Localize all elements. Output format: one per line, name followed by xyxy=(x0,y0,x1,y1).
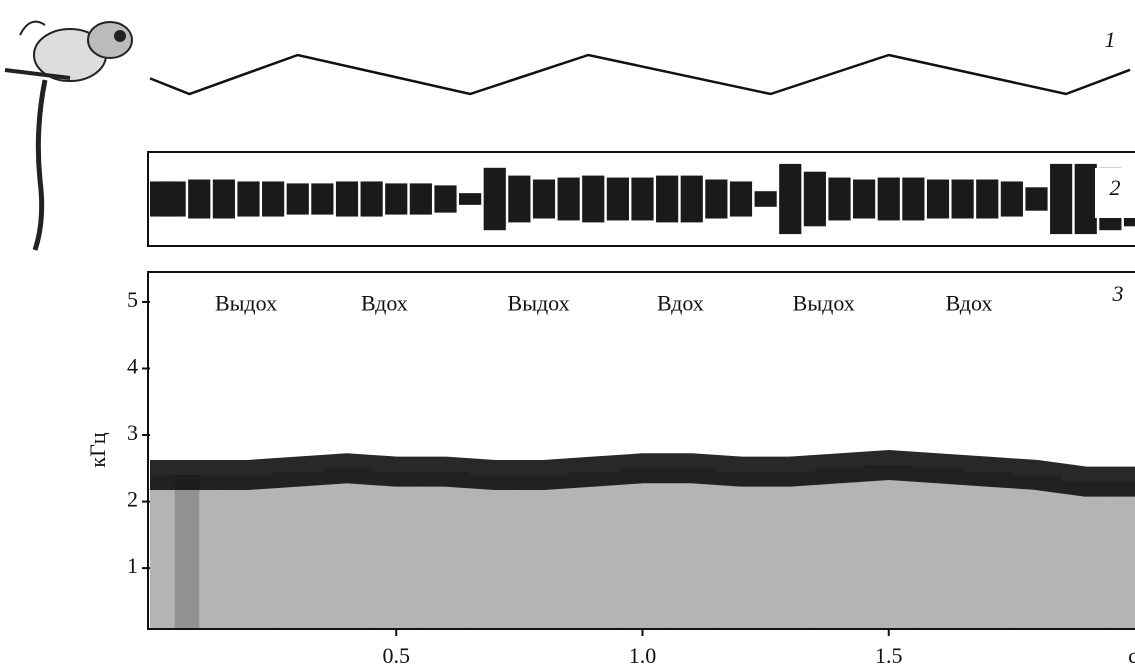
amplitude-bar xyxy=(779,163,802,235)
noise-area xyxy=(716,471,766,628)
amplitude-bar xyxy=(1000,181,1023,217)
annotation: Вдох xyxy=(361,290,408,315)
noise-area xyxy=(1110,481,1135,628)
amplitude-bar xyxy=(459,193,482,205)
y-tick-label: 1 xyxy=(127,553,138,578)
amplitude-bar xyxy=(335,181,359,217)
marks: 1 2 3 4 5 0.5 1.0 1.5 Выдох Вдох Выдох Вдох Выдох Вдо… xyxy=(127,53,1135,668)
noise-area xyxy=(765,471,815,628)
noise-area xyxy=(519,474,569,628)
amplitude-bar xyxy=(212,179,235,219)
label-box xyxy=(1095,168,1135,218)
x-tick-label: 1.0 xyxy=(629,643,657,668)
annotation-bg xyxy=(198,291,295,320)
y-tick-label: 4 xyxy=(127,354,138,379)
y-tick-label: 5 xyxy=(127,287,138,312)
annotation-bg xyxy=(775,291,872,320)
amplitude-bar xyxy=(606,177,629,221)
annotation: Вдох xyxy=(946,290,993,315)
amplitude-bar xyxy=(828,177,851,221)
breathing-trace xyxy=(149,53,1131,96)
noise-area xyxy=(223,474,274,628)
amplitude-bar xyxy=(1050,163,1073,235)
waveform-frame xyxy=(147,151,1135,247)
animal-illustration xyxy=(4,20,133,251)
amplitude-bar xyxy=(1025,187,1048,211)
noise-area xyxy=(667,468,717,628)
noise-area xyxy=(913,468,963,628)
noise-area xyxy=(568,471,618,628)
x-axis-label: с xyxy=(1128,643,1135,668)
noise-area xyxy=(864,464,914,628)
amplitude-bar xyxy=(803,171,826,227)
y-tick-label: 2 xyxy=(127,487,138,512)
amplitude-bar xyxy=(877,177,900,221)
amplitude-bar xyxy=(631,177,654,221)
amplitude-bar xyxy=(286,183,309,215)
annotation-bg xyxy=(632,291,729,320)
annotation: Выдох xyxy=(508,290,570,315)
annotation-bg xyxy=(921,291,1018,320)
noise-area xyxy=(420,471,471,628)
noise-area xyxy=(962,471,1012,628)
amplitude-bar xyxy=(951,179,974,219)
amplitude-bar xyxy=(902,177,925,221)
noise-area xyxy=(371,471,421,628)
noise-area xyxy=(174,474,224,628)
amplitude-bar xyxy=(409,183,432,215)
amplitude-bar xyxy=(582,175,605,223)
amplitude-bar xyxy=(262,181,285,217)
x-tick-label: 1.5 xyxy=(875,643,903,668)
annotation: Вдох xyxy=(657,290,704,315)
amplitude-bar xyxy=(705,179,728,219)
panel-label: 3 xyxy=(1112,281,1124,306)
noise-area xyxy=(1011,474,1062,628)
annotation: Выдох xyxy=(215,290,277,315)
y-tick-label: 3 xyxy=(127,420,138,445)
amplitude-bar xyxy=(360,181,383,217)
amplitude-bar xyxy=(434,185,457,213)
amplitude-bar xyxy=(483,167,506,231)
annotation: Выдох xyxy=(793,290,855,315)
amplitude-bar xyxy=(163,181,186,217)
amplitude-bar xyxy=(237,181,260,217)
annotation-bg xyxy=(336,291,433,320)
amplitude-bar xyxy=(508,175,531,223)
amplitude-bar xyxy=(1074,163,1097,235)
panel-label: 1 xyxy=(1105,27,1116,52)
amplitude-bar xyxy=(311,183,334,215)
amplitude-bar xyxy=(188,179,211,219)
amplitude-bar xyxy=(754,191,777,207)
amplitude-bar xyxy=(976,179,999,219)
noise-area xyxy=(1061,481,1111,628)
amplitude-bar xyxy=(853,179,876,219)
y-axis-label: кГц xyxy=(85,432,110,467)
amplitude-bar xyxy=(557,177,580,221)
noise-area xyxy=(617,468,668,628)
x-tick-label: 0.5 xyxy=(383,643,411,668)
noise-area xyxy=(814,468,865,628)
amplitude-bar xyxy=(729,181,753,217)
amplitude-bar xyxy=(680,175,703,223)
amplitude-bar xyxy=(656,175,679,223)
amplitude-bar xyxy=(532,179,556,219)
annotation-bg xyxy=(490,291,587,320)
amplitude-bar xyxy=(385,183,408,215)
noise-area xyxy=(322,468,372,628)
noise-area xyxy=(470,474,520,628)
panel-label: 2 xyxy=(1110,175,1121,200)
amplitude-bar xyxy=(926,179,950,219)
formant-band xyxy=(150,449,1135,497)
noise-area xyxy=(273,471,323,628)
